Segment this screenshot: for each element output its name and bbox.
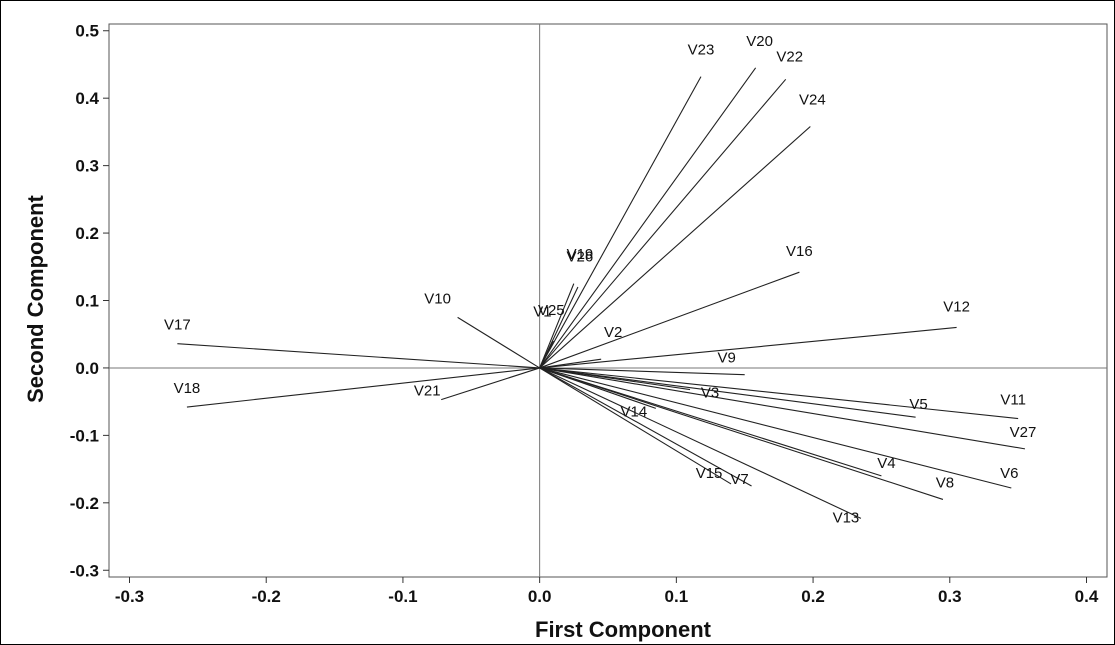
x-tick-label: -0.1 (388, 587, 417, 606)
vector-v10 (457, 316, 540, 369)
vector-labels: V1 V2 V3 V4 V5 V6 V7 V8 V9 V10 V11 V12 V13 V14 V15 V16 V… (164, 33, 1036, 526)
vector-v5 (539, 367, 916, 418)
vector-v7 (539, 367, 752, 487)
vector-label-v26: V26 (566, 249, 593, 266)
vector-label-v8: V8 (936, 474, 954, 491)
vector-v14 (539, 367, 657, 409)
vector-label-v19: V19 (567, 246, 594, 263)
vector-label-v14: V14 (620, 403, 647, 420)
vector-v17 (177, 343, 540, 369)
vector-label-v1: V1 (533, 303, 551, 320)
vector-label-v23: V23 (688, 42, 715, 59)
y-tick-label: 0.0 (75, 359, 99, 378)
vector-label-v11: V11 (1000, 392, 1026, 409)
vector-label-v15: V15 (696, 465, 723, 482)
vector-v27 (539, 367, 1026, 450)
vector-label-v20: V20 (746, 33, 773, 50)
vector-label-v24: V24 (799, 92, 826, 109)
y-tick-label: 0.1 (75, 292, 99, 311)
vector-v23 (539, 76, 702, 369)
x-tick-label: 0.1 (665, 587, 689, 606)
vector-label-v7: V7 (730, 471, 748, 488)
y-tick-label: 0.4 (75, 89, 99, 108)
loading-vectors (177, 67, 1026, 519)
vector-label-v9: V9 (718, 350, 736, 367)
vector-v16 (539, 271, 800, 369)
x-tick-label: -0.3 (115, 587, 144, 606)
vector-v8 (539, 367, 944, 500)
vector-v11 (539, 367, 1019, 420)
y-axis: -0.3 -0.2 -0.1 0.0 0.1 0.2 0.3 0.4 0.5 (70, 22, 109, 580)
vector-v9 (539, 367, 745, 376)
vector-label-v5: V5 (909, 396, 927, 413)
vector-label-v2: V2 (604, 324, 622, 341)
vector-v6 (539, 367, 1012, 489)
vector-v22 (539, 78, 787, 369)
y-tick-label: 0.2 (75, 224, 99, 243)
x-tick-label: 0.3 (938, 587, 962, 606)
vector-v20 (539, 67, 757, 369)
y-tick-label: 0.5 (75, 22, 99, 41)
vector-v13 (539, 367, 862, 519)
vector-v26 (539, 283, 575, 369)
vector-label-v21: V21 (414, 383, 441, 400)
x-axis: -0.3 -0.2 -0.1 0.0 0.1 0.2 0.3 0.4 (115, 577, 1099, 606)
vector-label-v13: V13 (833, 509, 860, 526)
y-tick-label: 0.3 (75, 157, 99, 176)
vector-v15 (539, 367, 732, 485)
x-tick-label: 0.4 (1075, 587, 1099, 606)
vector-label-v18: V18 (174, 380, 201, 397)
vector-label-v25: V25 (538, 302, 565, 319)
x-tick-label: -0.2 (252, 587, 281, 606)
y-tick-label: -0.3 (70, 561, 99, 580)
vector-label-v22: V22 (776, 48, 803, 65)
vector-label-v16: V16 (786, 243, 813, 260)
x-tick-label: 0.0 (528, 587, 552, 606)
x-tick-label: 0.2 (801, 587, 825, 606)
vector-label-v10: V10 (424, 290, 451, 307)
y-tick-label: -0.2 (70, 494, 99, 513)
vector-v24 (539, 126, 811, 369)
reference-lines (109, 24, 1107, 577)
vector-label-v4: V4 (877, 455, 895, 472)
vector-label-v6: V6 (1000, 465, 1018, 482)
vector-v18 (186, 367, 540, 408)
vector-v12 (539, 326, 957, 369)
y-axis-title: Second Component (23, 194, 48, 402)
vector-label-v27: V27 (1010, 424, 1037, 441)
vector-label-v17: V17 (164, 317, 191, 334)
y-tick-label: -0.1 (70, 426, 99, 445)
vector-label-v3: V3 (701, 385, 719, 402)
vector-v21 (441, 367, 540, 401)
vector-label-v12: V12 (943, 298, 970, 315)
x-axis-title: First Component (535, 617, 712, 642)
vector-v4 (539, 367, 882, 477)
